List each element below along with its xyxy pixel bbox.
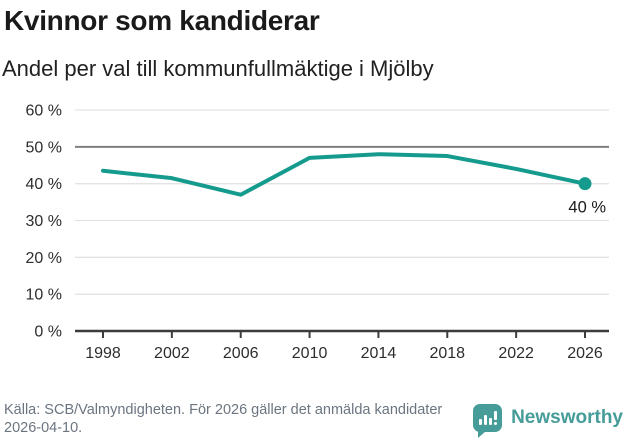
x-tick-label: 1998	[85, 345, 121, 362]
x-tick-label: 2018	[429, 345, 465, 362]
y-tick-label: 50 %	[26, 139, 62, 156]
y-tick-label: 0 %	[34, 324, 62, 341]
newsworthy-logo[interactable]: Newsworthy	[473, 403, 623, 438]
newsworthy-barchart-icon	[473, 403, 503, 438]
y-tick-label: 40 %	[26, 176, 62, 193]
x-tick-label: 2022	[498, 345, 534, 362]
chart-subtitle: Andel per val till kommunfullmäktige i M…	[2, 56, 434, 81]
y-tick-label: 10 %	[26, 287, 62, 304]
y-tick-label: 60 %	[26, 103, 62, 120]
x-tick-label: 2002	[154, 345, 190, 362]
line-chart: 0 % 10 % 20 % 30 % 40 % 50 % 60 % 1998 2002 2006 2…	[0, 95, 631, 380]
x-tick-label: 2010	[292, 345, 328, 362]
x-tick-label: 2026	[567, 345, 603, 362]
page-title: Kvinnor som kandiderar	[4, 5, 320, 36]
chart-footer: Källa: SCB/Valmyndigheten. För 2026 gäll…	[4, 402, 623, 438]
newsworthy-wordmark: Newsworthy	[511, 406, 623, 428]
y-tick-label: 20 %	[26, 250, 62, 267]
line-chart-svg: 0 % 10 % 20 % 30 % 40 % 50 % 60 % 1998 2002 2006 2…	[26, 103, 609, 362]
source-note: Källa: SCB/Valmyndigheten. För 2026 gäll…	[4, 402, 443, 436]
end-value-label: 40 %	[568, 199, 606, 217]
data-line	[101, 152, 587, 197]
x-tick-label: 2006	[223, 345, 259, 362]
x-tick-label: 2014	[361, 345, 397, 362]
exclamation-icon	[493, 410, 497, 425]
end-dot	[578, 177, 592, 191]
y-tick-label: 30 %	[26, 213, 62, 230]
